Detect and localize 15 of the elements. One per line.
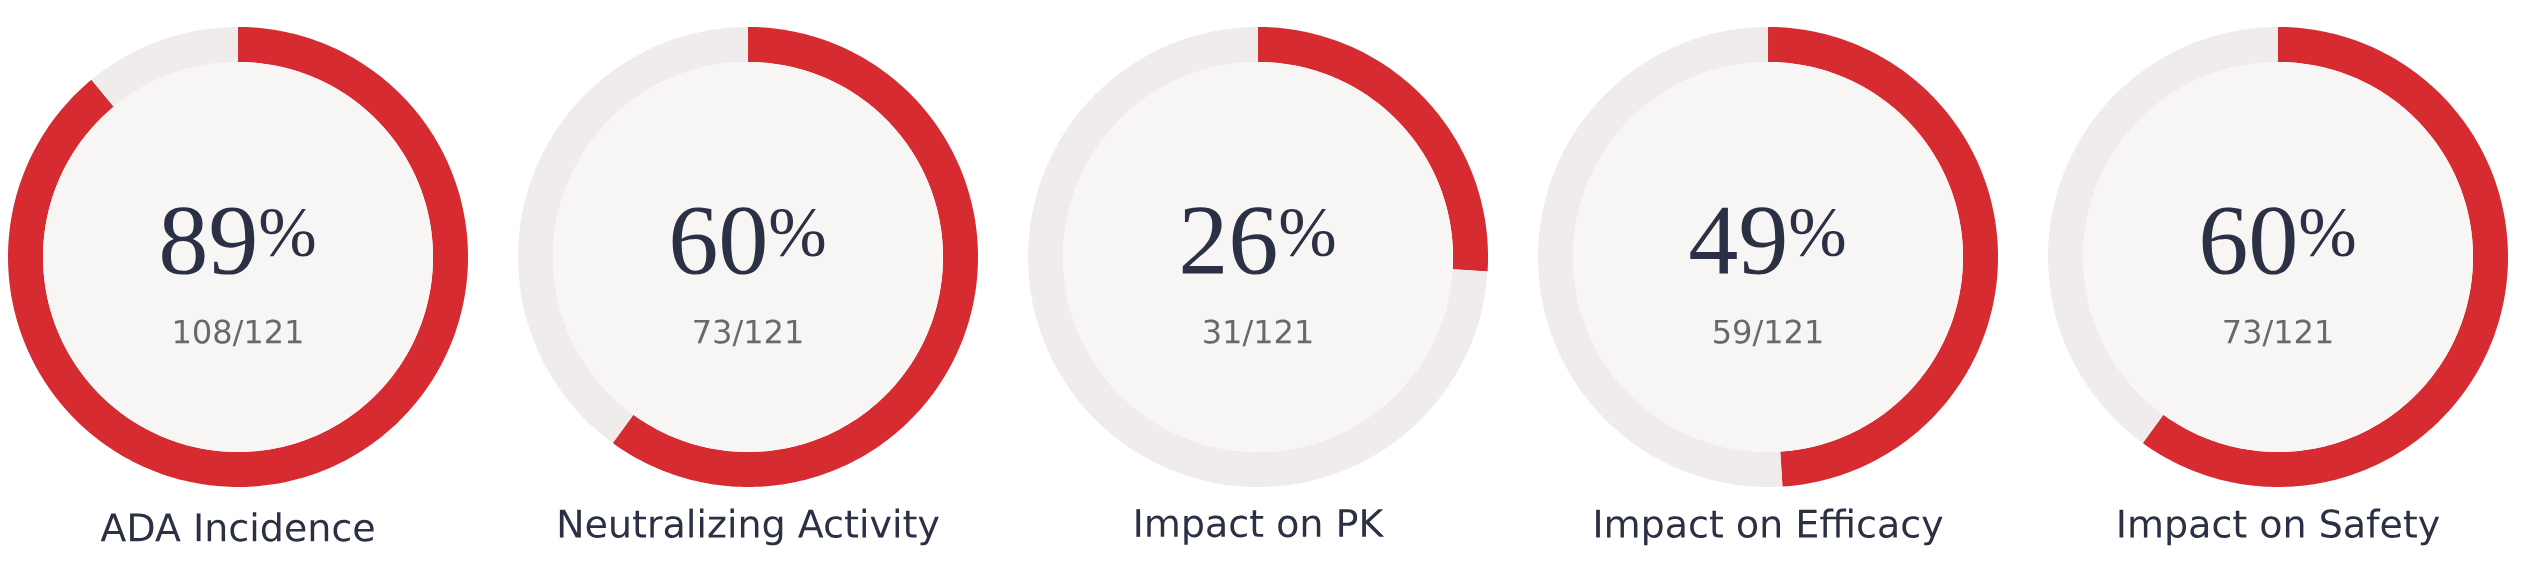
text: 73/121 xyxy=(694,319,802,347)
text: 89$^{%}$ xyxy=(162,207,315,275)
text: 31/121 xyxy=(1204,319,1312,347)
text: ADA Incidence xyxy=(100,512,374,542)
text: Impact on Efficacy xyxy=(1596,508,1943,546)
text: Impact on Safety xyxy=(2119,508,2440,546)
text: 49$^{%}$ xyxy=(1690,207,1845,275)
text: 60$^{%}$ xyxy=(2202,207,2355,275)
text: 108/121 xyxy=(175,319,302,347)
text: 59/121 xyxy=(1714,319,1822,347)
text: 26$^{%}$ xyxy=(1182,207,1335,275)
text: Neutralizing Activity xyxy=(559,508,939,546)
text: Impact on PK xyxy=(1136,509,1385,545)
text: 73/121 xyxy=(2224,319,2332,347)
text: 60$^{%}$ xyxy=(672,207,825,275)
